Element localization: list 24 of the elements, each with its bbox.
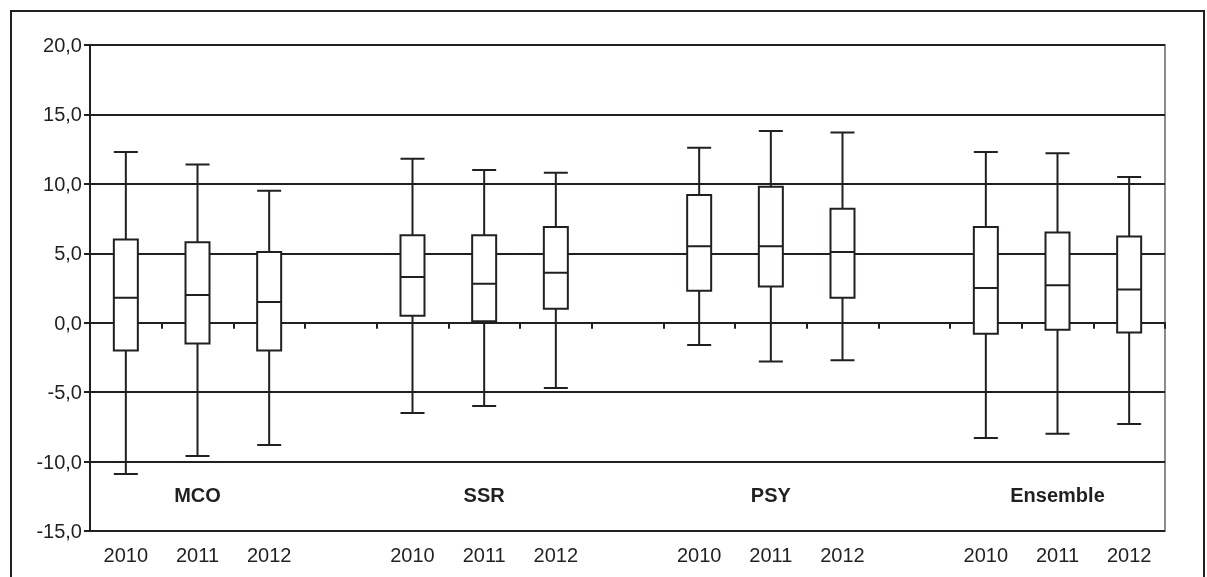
x-tick-label: 2012 [820,544,865,566]
annotation: SSR [463,484,506,506]
annotation: Ensemble [1010,484,1105,506]
y-tick-label: 5,0 [54,242,82,265]
x-tick-label: 2012 [246,544,292,566]
x-tick-label: 2010 [676,544,722,566]
x-tick-label: 2011 [175,544,220,566]
y-tick-label: 15,0 [43,103,82,126]
y-tick-label: 0,0 [54,311,82,334]
x-tick-label: 2011 [749,544,793,566]
y-tick-label: 20,0 [43,34,82,56]
y-tick-label: -5,0 [47,381,82,404]
x-tick-label: 2010 [103,544,149,566]
x-tick-label: 2012 [533,544,579,566]
y-tick-label: 10,0 [43,172,82,195]
y-tick-label: -15,0 [36,520,82,542]
y-tick-label: -10,0 [36,450,82,473]
x-tick-label: 2012 [1106,544,1152,566]
x-tick-label: 2011 [462,544,506,566]
x-tick-label: 2010 [390,544,435,566]
x-tick-label: 2010 [963,544,1009,566]
annotation: PSY [750,484,792,506]
x-tick-label: 2011 [1035,544,1080,566]
annotation: MCO [174,484,221,506]
